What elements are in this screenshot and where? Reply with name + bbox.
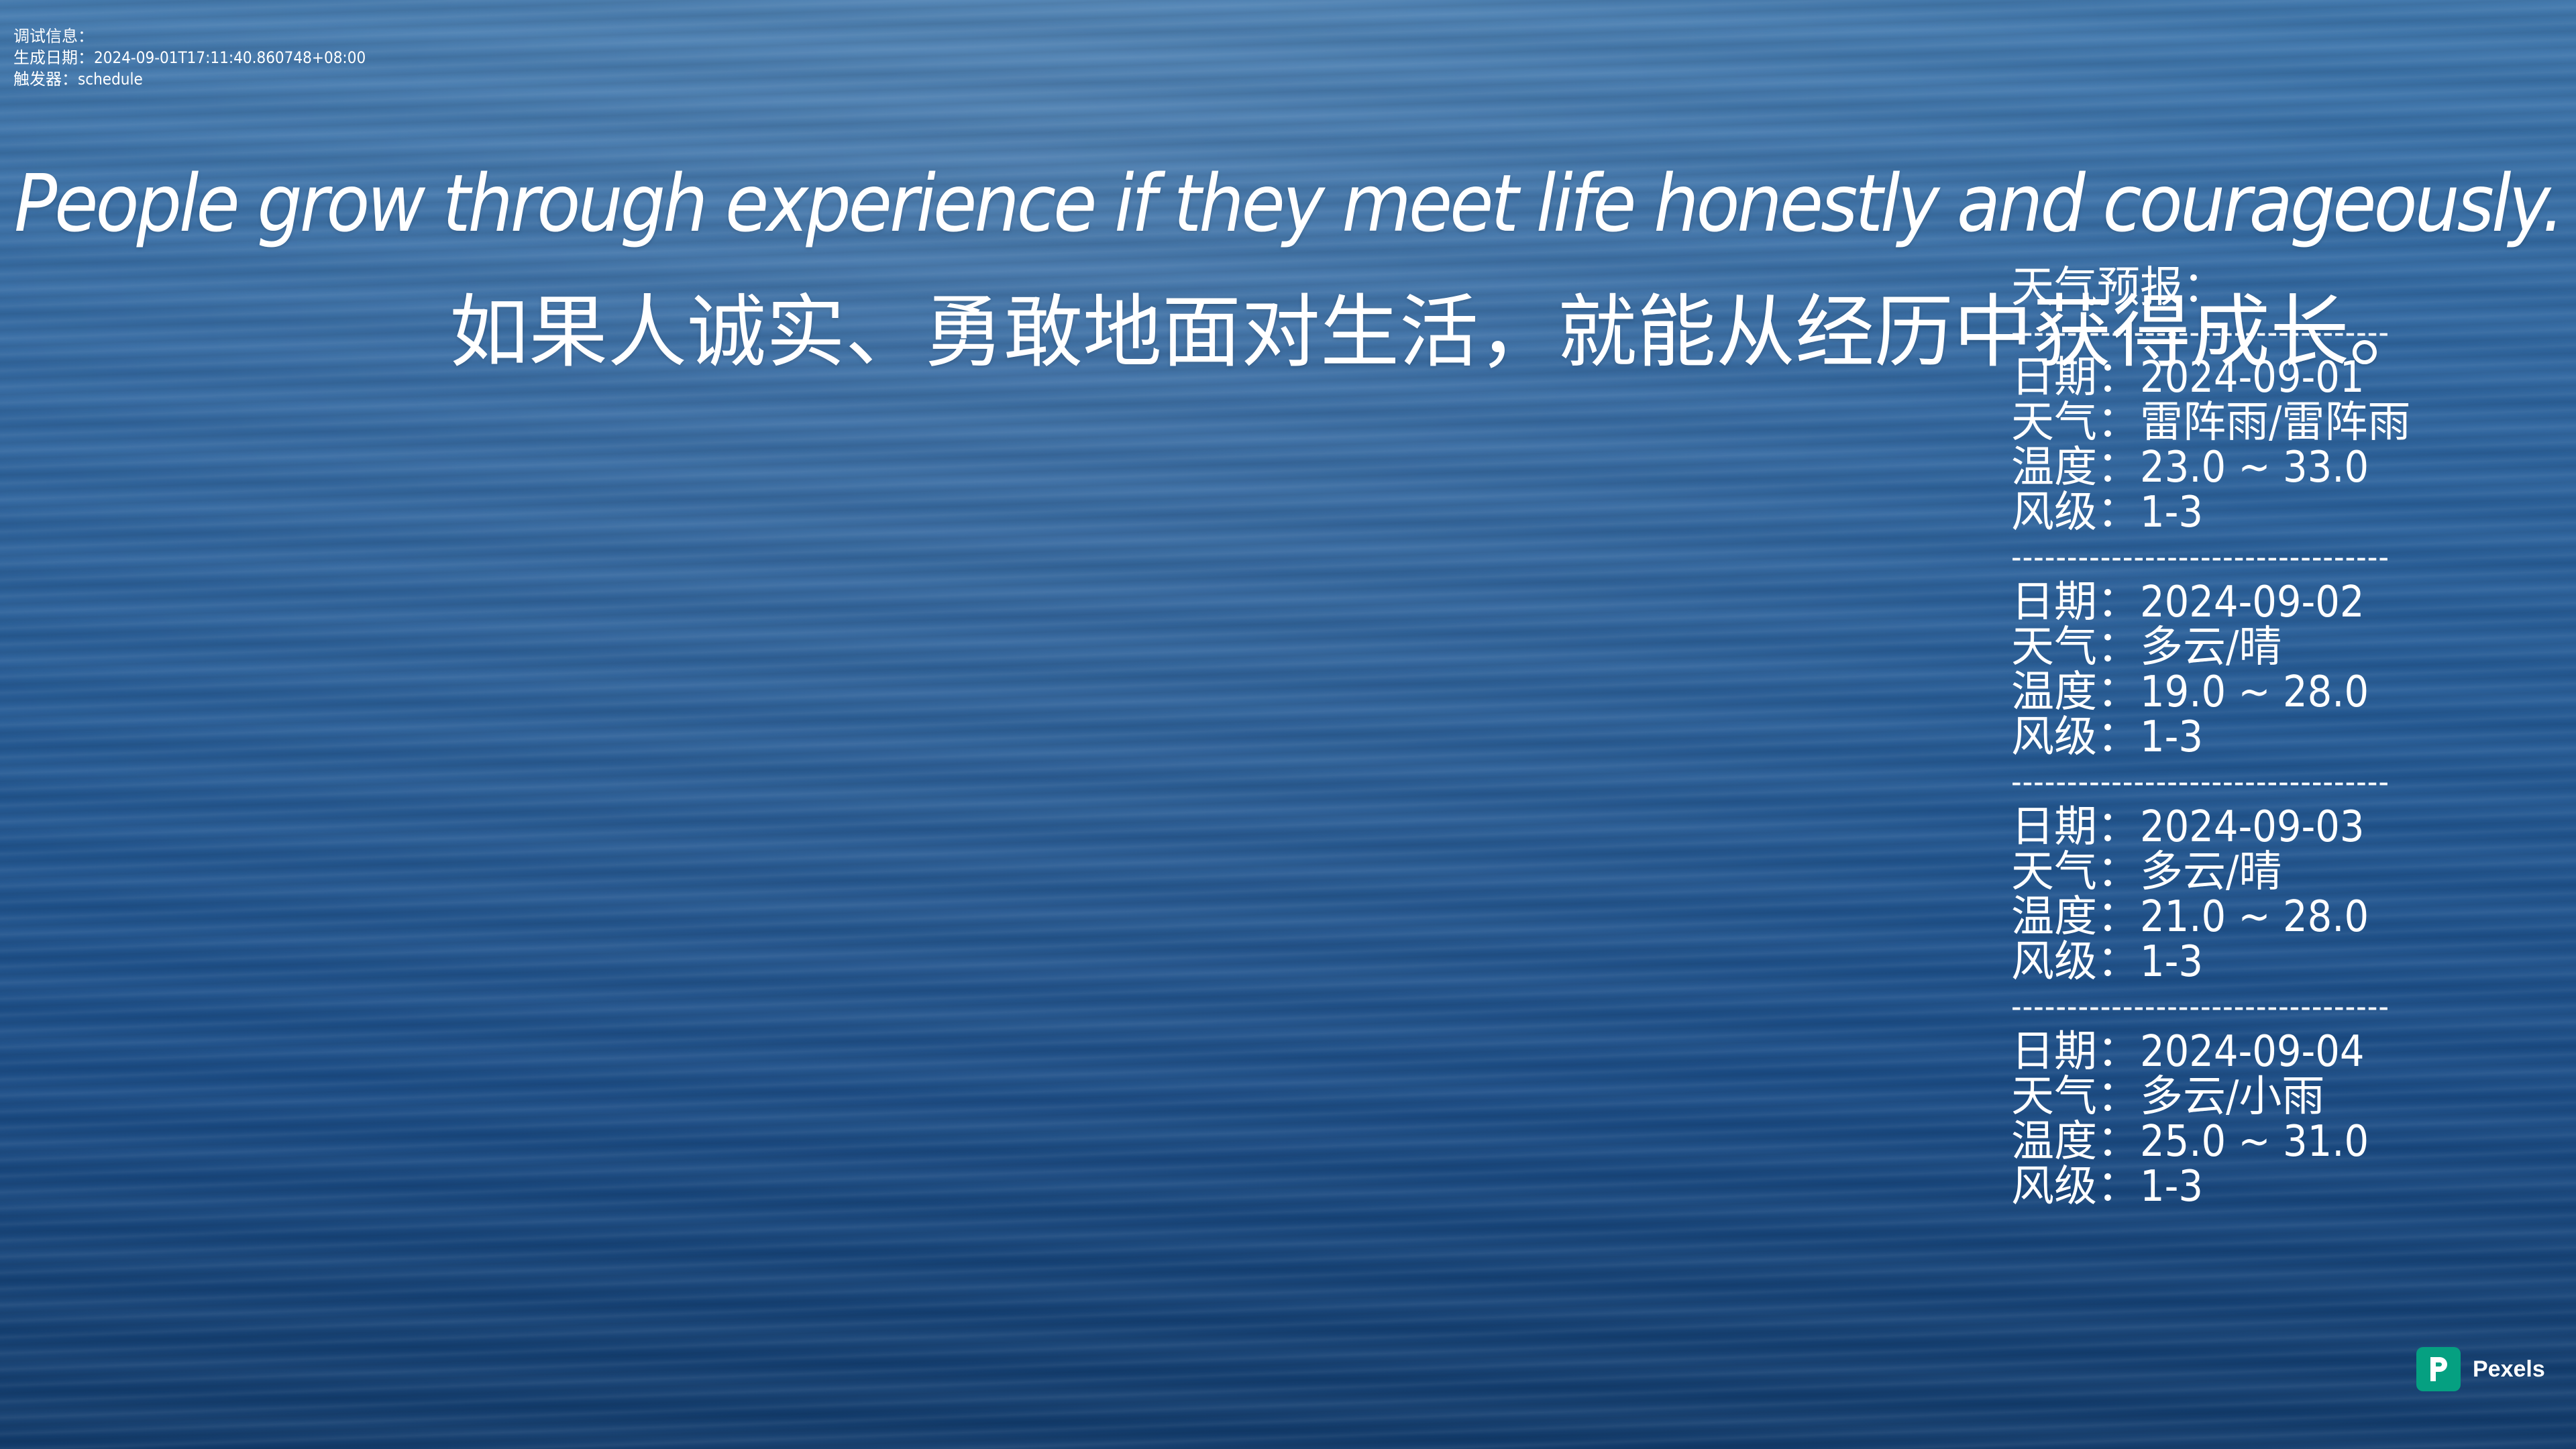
weather-separator: ---------------------------------- — [2011, 988, 2390, 1026]
weather-day: 日期：2024-09-04 天气：多云/小雨 温度：25.0 ~ 31.0 风级… — [2011, 1030, 2440, 1210]
weather-separator: ---------------------------------- — [2011, 539, 2390, 576]
quote-chinese: 如果人诚实、勇敢地面对生活，就能从经历中获得成长。 — [449, 286, 2429, 378]
pexels-watermark: Pexels — [2416, 1347, 2545, 1391]
weather-title: 天气预报： — [2011, 263, 2226, 313]
weather-wind: 风级：1-3 — [2011, 488, 2204, 537]
weather-date: 日期：2024-09-04 — [2011, 1027, 2365, 1077]
weather-condition: 天气：雷阵雨/雷阵雨 — [2011, 398, 2411, 447]
weather-wind: 风级：1-3 — [2011, 712, 2204, 762]
weather-temperature: 温度：21.0 ~ 28.0 — [2011, 892, 2369, 942]
weather-day: 日期：2024-09-03 天气：多云/晴 温度：21.0 ~ 28.0 风级：… — [2011, 805, 2440, 985]
weather-day: 日期：2024-09-01 天气：雷阵雨/雷阵雨 温度：23.0 ~ 33.0 … — [2011, 356, 2440, 535]
weather-day: 日期：2024-09-02 天气：多云/晴 温度：19.0 ~ 28.0 风级：… — [2011, 580, 2440, 760]
weather-date: 日期：2024-09-02 — [2011, 578, 2365, 627]
weather-date: 日期：2024-09-03 — [2011, 802, 2365, 852]
weather-separator: ---------------------------------- — [2011, 763, 2390, 801]
weather-temperature: 温度：25.0 ~ 31.0 — [2011, 1117, 2369, 1167]
debug-trigger: 触发器：schedule — [13, 70, 143, 89]
weather-condition: 天气：多云/小雨 — [2011, 1072, 2325, 1122]
debug-title: 调试信息： — [13, 27, 94, 46]
quote-english: People grow through experience if they m… — [14, 157, 2565, 250]
debug-generated-date: 生成日期：2024-09-01T17:11:40.860748+08:00 — [13, 48, 366, 67]
weather-date: 日期：2024-09-01 — [2011, 353, 2365, 402]
weather-separator: ---------------------------------- — [2011, 314, 2390, 352]
weather-temperature: 温度：23.0 ~ 33.0 — [2011, 443, 2369, 492]
debug-info: 调试信息： 生成日期：2024-09-01T17:11:40.860748+08… — [13, 25, 366, 90]
pexels-label: Pexels — [2473, 1356, 2545, 1382]
weather-temperature: 温度：19.0 ~ 28.0 — [2011, 667, 2369, 717]
weather-forecast: 天气预报： ----------------------------------… — [2011, 266, 2440, 1210]
weather-condition: 天气：多云/晴 — [2011, 847, 2282, 897]
weather-wind: 风级：1-3 — [2011, 937, 2204, 987]
weather-wind: 风级：1-3 — [2011, 1162, 2204, 1212]
pexels-logo-icon — [2416, 1347, 2461, 1391]
weather-condition: 天气：多云/晴 — [2011, 623, 2282, 672]
